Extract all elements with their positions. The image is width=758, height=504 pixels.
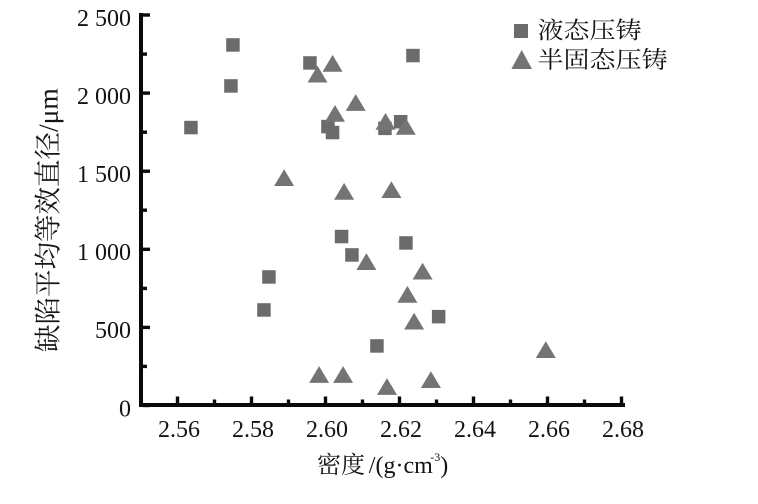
svg-text:2.60: 2.60: [306, 417, 348, 443]
svg-text:1 500: 1 500: [77, 162, 131, 188]
svg-text:2 000: 2 000: [77, 84, 131, 110]
svg-text:2 500: 2 500: [77, 6, 131, 32]
svg-text:0: 0: [119, 396, 131, 422]
svg-text:-3: -3: [430, 450, 440, 464]
svg-text:1 000: 1 000: [77, 240, 131, 266]
svg-text:2.56: 2.56: [158, 417, 200, 443]
svg-text:2.68: 2.68: [602, 417, 644, 443]
svg-text:2.66: 2.66: [528, 417, 570, 443]
svg-text:500: 500: [95, 318, 131, 344]
svg-text:): ): [440, 453, 448, 479]
svg-text:2.58: 2.58: [232, 417, 274, 443]
svg-text:2.64: 2.64: [454, 417, 496, 443]
svg-text:2.62: 2.62: [380, 417, 422, 443]
svg-text:/(g·cm: /(g·cm: [369, 453, 433, 479]
svg-text:/μm: /μm: [33, 88, 64, 132]
